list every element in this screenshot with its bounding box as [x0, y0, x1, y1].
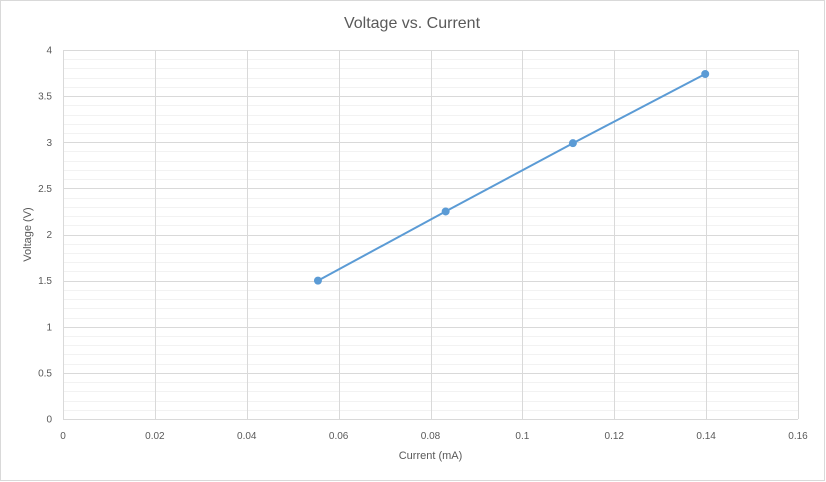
x-axis-tick-labels: 0 0.02 0.04 0.06 0.08 0.1 0.12 0.14 0.16 — [60, 431, 808, 442]
data-point — [313, 276, 322, 285]
y-tick-label: 3.5 — [38, 92, 52, 103]
series-group — [313, 69, 710, 285]
y-tick-label: 2 — [46, 230, 52, 241]
x-tick-label: 0.06 — [329, 431, 349, 442]
major-gridlines — [63, 50, 799, 420]
x-tick-label: 0.1 — [515, 431, 529, 442]
minor-gridlines — [63, 59, 798, 411]
x-tick-label: 0.12 — [605, 431, 625, 442]
y-axis-tick-labels: 0 0.5 1 1.5 2 2.5 3 3.5 4 — [38, 46, 52, 426]
series-line — [317, 73, 706, 282]
x-tick-label: 0.14 — [696, 431, 716, 442]
y-tick-label: 0 — [46, 415, 52, 426]
chart-title: Voltage vs. Current — [344, 15, 481, 32]
x-tick-label: 0 — [60, 431, 66, 442]
data-point — [568, 139, 577, 148]
x-axis-label: Current (mA) — [399, 450, 463, 462]
data-point — [701, 69, 710, 78]
y-tick-label: 2.5 — [38, 184, 52, 195]
y-tick-label: 1.5 — [38, 276, 52, 287]
x-tick-label: 0.08 — [421, 431, 441, 442]
data-point — [441, 207, 450, 216]
y-axis-label: Voltage (V) — [22, 207, 34, 261]
x-tick-label: 0.02 — [145, 431, 165, 442]
y-tick-label: 3 — [46, 138, 52, 149]
y-tick-label: 4 — [46, 46, 52, 57]
x-tick-label: 0.04 — [237, 431, 257, 442]
x-tick-label: 0.16 — [788, 431, 808, 442]
y-tick-label: 1 — [46, 322, 52, 333]
y-tick-label: 0.5 — [38, 368, 52, 379]
